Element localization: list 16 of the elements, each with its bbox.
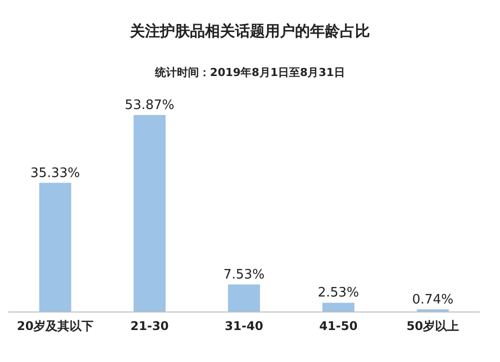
data-label: 0.74%: [412, 292, 454, 308]
x-tick-label: 41-50: [319, 319, 358, 333]
bar: [322, 302, 354, 312]
data-label: 35.33%: [30, 166, 80, 181]
chart-title: 关注护肤品相关话题用户的年龄占比: [129, 22, 370, 40]
chart-subtitle: 统计时间：2019年8月1日至8月31日: [154, 66, 345, 79]
bar: [134, 115, 166, 312]
x-tick-label: 31-40: [224, 319, 264, 333]
data-label: 7.53%: [223, 267, 265, 282]
bar: [39, 182, 72, 312]
bar: [228, 284, 260, 312]
x-tick-label: 20岁及其以下: [16, 319, 94, 333]
data-label: 53.87%: [124, 98, 174, 113]
x-tick-label: 21-30: [130, 319, 169, 333]
x-tick-label: 50岁以上: [406, 319, 460, 333]
data-label: 2.53%: [318, 286, 360, 301]
